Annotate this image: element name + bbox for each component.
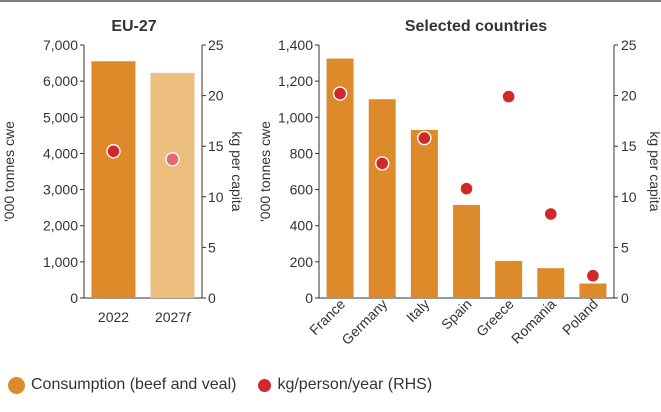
y-tick-label: 0 (70, 290, 78, 306)
y-tick-label: 1,000 (278, 109, 313, 125)
selected-countries-panel: Selected countries02004006008001,0001,20… (257, 18, 661, 348)
y-tick-label: 400 (290, 218, 314, 234)
legend-bar-swatch (8, 376, 25, 394)
x-tick-label-main: 2022 (98, 309, 129, 325)
y-tick-label: 5,000 (43, 109, 78, 125)
y-tick-label: 200 (290, 254, 314, 270)
bar (453, 204, 480, 298)
y2-tick-label: 15 (208, 138, 224, 154)
eu27-panel: EU-27 0 1,000 2,000 3,000 4,000 5,000 6,000 7,00… (1, 18, 245, 325)
y-tick-label: 4,000 (43, 145, 78, 161)
dot (585, 268, 601, 283)
bar (150, 72, 195, 298)
y2-tick-label: 0 (208, 290, 216, 306)
y2-tick-label: 20 (208, 88, 224, 104)
dot (459, 181, 474, 196)
bar (91, 61, 136, 299)
y2-tick-label: 0 (621, 290, 629, 306)
y2-tick-label: 5 (208, 239, 216, 255)
panel-title: EU-27 (111, 18, 156, 35)
y-tick-label: 1,000 (43, 254, 78, 270)
y-tick-label: 800 (290, 145, 314, 161)
y2-tick-label: 15 (621, 138, 637, 154)
panel-title: Selected countries (405, 18, 547, 35)
bar (410, 129, 438, 298)
y-tick-label: 3,000 (43, 182, 78, 198)
y2-tick-label: 25 (621, 37, 637, 53)
y2-tick-label: 25 (208, 37, 224, 53)
y-tick-label: 1,200 (278, 73, 313, 89)
dot (332, 86, 348, 101)
y-tick-label: 0 (305, 290, 313, 306)
x-tick-label-main: 2027 (155, 309, 186, 325)
x-tick-label: Poland (559, 296, 601, 338)
legend-bar-label: Consumption (beef and veal) (31, 376, 237, 393)
bar (579, 283, 607, 298)
x-tick-label: Spain (438, 296, 475, 333)
y-axis-title: '000 tonnes cwe (257, 121, 273, 222)
y2-axis-title: kg per capita (647, 131, 661, 211)
y2-tick-label: 20 (621, 88, 637, 104)
x-tick-label: 2027f (155, 309, 192, 325)
y2-axis-title: kg per capita (229, 131, 245, 211)
legend-dot-label: kg/person/year (RHS) (277, 376, 433, 393)
dot (501, 89, 516, 104)
y-tick-label: 7,000 (43, 37, 78, 53)
y2-tick-label: 5 (621, 239, 629, 255)
x-tick-label: Germany (338, 296, 390, 348)
bar (537, 268, 565, 298)
dot (106, 144, 121, 159)
legend: Consumption (beef and veal) kg/person/ye… (8, 376, 454, 394)
y2-tick-label: 10 (208, 189, 224, 205)
bar (495, 260, 523, 298)
y-tick-label: 2,000 (43, 218, 78, 234)
dot (375, 156, 390, 171)
y-tick-label: 600 (290, 182, 314, 198)
dot (417, 130, 432, 146)
chart-figure: EU-27 0 1,000 2,000 3,000 4,000 5,000 6,000 7,00… (0, 0, 661, 348)
x-tick-label: Romania (508, 296, 559, 347)
y-tick-label: 1,400 (278, 37, 313, 53)
x-tick-label: 2022 (98, 309, 129, 325)
x-tick-label-suffix: f (186, 309, 192, 325)
y2-tick-label: 10 (621, 189, 637, 205)
dot (543, 206, 558, 222)
y-axis-title: '000 tonnes cwe (1, 121, 17, 222)
bar (368, 99, 396, 298)
legend-item-consumption: Consumption (beef and veal) (8, 376, 236, 394)
dot (165, 152, 180, 167)
legend-item-kg-per-person: kg/person/year (RHS) (258, 376, 432, 394)
y-tick-label: 6,000 (43, 73, 78, 89)
legend-dot-swatch (258, 378, 272, 392)
x-tick-label: Italy (403, 296, 432, 325)
